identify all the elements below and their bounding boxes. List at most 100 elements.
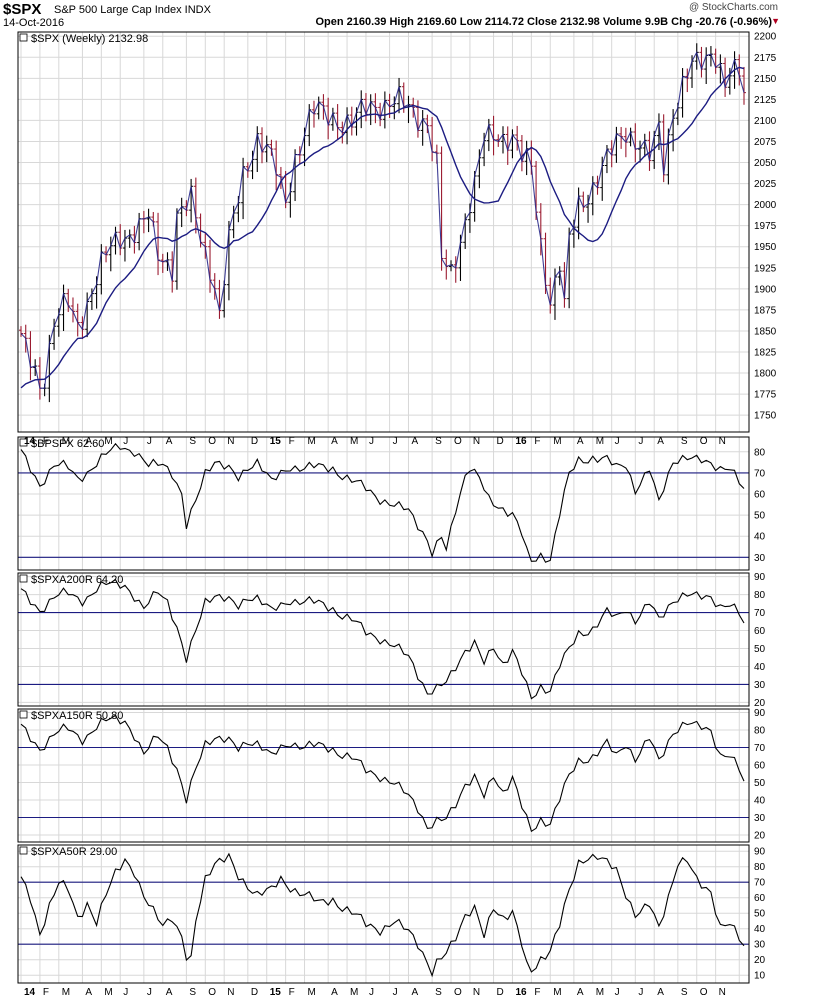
y-tick-label: 60 bbox=[754, 893, 766, 904]
x-tick-label: A bbox=[331, 436, 338, 447]
symbol: $SPX bbox=[3, 1, 42, 18]
y-tick-label: 2075 bbox=[754, 137, 777, 148]
y-tick-label: 40 bbox=[754, 796, 766, 807]
y-tick-label: 40 bbox=[754, 924, 766, 935]
y-tick-label: 20 bbox=[754, 955, 766, 966]
panel-background bbox=[18, 709, 749, 842]
y-tick-label: 60 bbox=[754, 626, 766, 637]
x-tick-label: 16 bbox=[515, 987, 527, 998]
panel-toggle-icon bbox=[19, 710, 28, 719]
x-tick-label: S bbox=[189, 987, 196, 998]
x-tick-label: F bbox=[289, 987, 295, 998]
panel-title: $SPX (Weekly) 2132.98 bbox=[31, 33, 148, 45]
y-tick-label: 1975 bbox=[754, 221, 777, 232]
panel-background bbox=[18, 573, 749, 706]
indicator-line bbox=[20, 442, 745, 563]
y-tick-label: 50 bbox=[754, 511, 766, 522]
y-tick-label: 2050 bbox=[754, 158, 777, 169]
panel-border bbox=[17, 572, 750, 707]
panel-border bbox=[17, 436, 750, 571]
ohlc-summary: Open 2160.39 High 2169.60 Low 2114.72 Cl… bbox=[315, 16, 772, 28]
y-tick-label: 90 bbox=[754, 572, 766, 583]
panel-toggle-icon bbox=[19, 438, 28, 447]
x-tick-label: M bbox=[553, 436, 561, 447]
x-tick-label: A bbox=[577, 987, 584, 998]
x-tick-label: J bbox=[615, 987, 620, 998]
y-tick-label: 80 bbox=[754, 590, 766, 601]
y-tick-label: 1825 bbox=[754, 348, 777, 359]
indicator-line bbox=[20, 852, 745, 978]
y-tick-label: 70 bbox=[754, 608, 766, 619]
y-tick-label: 50 bbox=[754, 644, 766, 655]
security-name: S&P 500 Large Cap Index INDX bbox=[54, 4, 211, 16]
y-tick-label: 20 bbox=[754, 831, 766, 842]
x-tick-label: O bbox=[454, 987, 462, 998]
y-tick-label: 2200 bbox=[754, 32, 777, 43]
x-tick-label: M bbox=[350, 436, 358, 447]
y-tick-label: 2100 bbox=[754, 116, 777, 127]
x-tick-label: J bbox=[369, 987, 374, 998]
y-tick-label: 1875 bbox=[754, 305, 777, 316]
x-tick-label: J bbox=[638, 436, 643, 447]
y-tick-label: 80 bbox=[754, 447, 766, 458]
x-tick-label: N bbox=[473, 987, 480, 998]
x-tick-label: 16 bbox=[515, 436, 527, 447]
panel-title: $SPXA50R 29.00 bbox=[31, 846, 117, 858]
x-tick-label: M bbox=[596, 987, 604, 998]
x-tick-label: A bbox=[85, 987, 92, 998]
x-tick-label: F bbox=[534, 987, 540, 998]
x-tick-label: A bbox=[577, 436, 584, 447]
panel-toggle-icon bbox=[19, 574, 28, 583]
x-tick-label: N bbox=[719, 436, 726, 447]
y-tick-label: 1750 bbox=[754, 411, 777, 422]
panel-title: $BPSPX 62.60 bbox=[31, 438, 104, 450]
y-tick-label: 30 bbox=[754, 680, 766, 691]
indicator-line bbox=[20, 714, 745, 833]
x-tick-label: S bbox=[435, 987, 442, 998]
stockcharts-watermark: @ StockCharts.com bbox=[688, 2, 778, 13]
panel-border bbox=[17, 31, 750, 433]
x-tick-label: F bbox=[43, 987, 49, 998]
x-tick-label: M bbox=[596, 436, 604, 447]
x-tick-label: N bbox=[227, 436, 234, 447]
x-tick-label: F bbox=[289, 436, 295, 447]
x-tick-label: M bbox=[350, 987, 358, 998]
x-tick-label: S bbox=[435, 436, 442, 447]
x-tick-label: J bbox=[147, 987, 152, 998]
panel-title: $SPXA150R 50.80 bbox=[31, 710, 123, 722]
y-tick-label: 60 bbox=[754, 761, 766, 772]
x-tick-label: O bbox=[700, 436, 708, 447]
x-tick-label: N bbox=[719, 987, 726, 998]
x-tick-label: 14 bbox=[24, 987, 36, 998]
x-tick-label: 15 bbox=[270, 987, 282, 998]
x-tick-label: N bbox=[473, 436, 480, 447]
x-tick-label: J bbox=[123, 436, 128, 447]
x-tick-label: J bbox=[147, 436, 152, 447]
y-tick-label: 1800 bbox=[754, 369, 777, 380]
x-tick-label: M bbox=[62, 436, 70, 447]
y-tick-label: 80 bbox=[754, 726, 766, 737]
y-tick-label: 30 bbox=[754, 553, 766, 564]
y-tick-label: 90 bbox=[754, 708, 766, 719]
indicator-line bbox=[20, 578, 745, 700]
panel-border bbox=[17, 708, 750, 843]
panel-toggle-icon bbox=[19, 33, 28, 42]
x-tick-label: O bbox=[208, 987, 216, 998]
y-tick-label: 2025 bbox=[754, 179, 777, 190]
x-tick-label: D bbox=[497, 987, 504, 998]
x-tick-label: M bbox=[104, 436, 112, 447]
x-tick-label: A bbox=[657, 987, 664, 998]
y-tick-label: 1925 bbox=[754, 263, 777, 274]
x-tick-label: A bbox=[166, 987, 173, 998]
y-tick-label: 50 bbox=[754, 909, 766, 920]
x-tick-label: A bbox=[331, 987, 338, 998]
x-tick-label: A bbox=[85, 436, 92, 447]
y-tick-label: 1850 bbox=[754, 326, 777, 337]
y-tick-label: 80 bbox=[754, 862, 766, 873]
y-tick-label: 2125 bbox=[754, 95, 777, 106]
x-tick-label: D bbox=[497, 436, 504, 447]
y-tick-label: 90 bbox=[754, 847, 766, 858]
x-tick-label: A bbox=[166, 436, 173, 447]
x-tick-label: J bbox=[615, 436, 620, 447]
x-tick-label: A bbox=[411, 987, 418, 998]
